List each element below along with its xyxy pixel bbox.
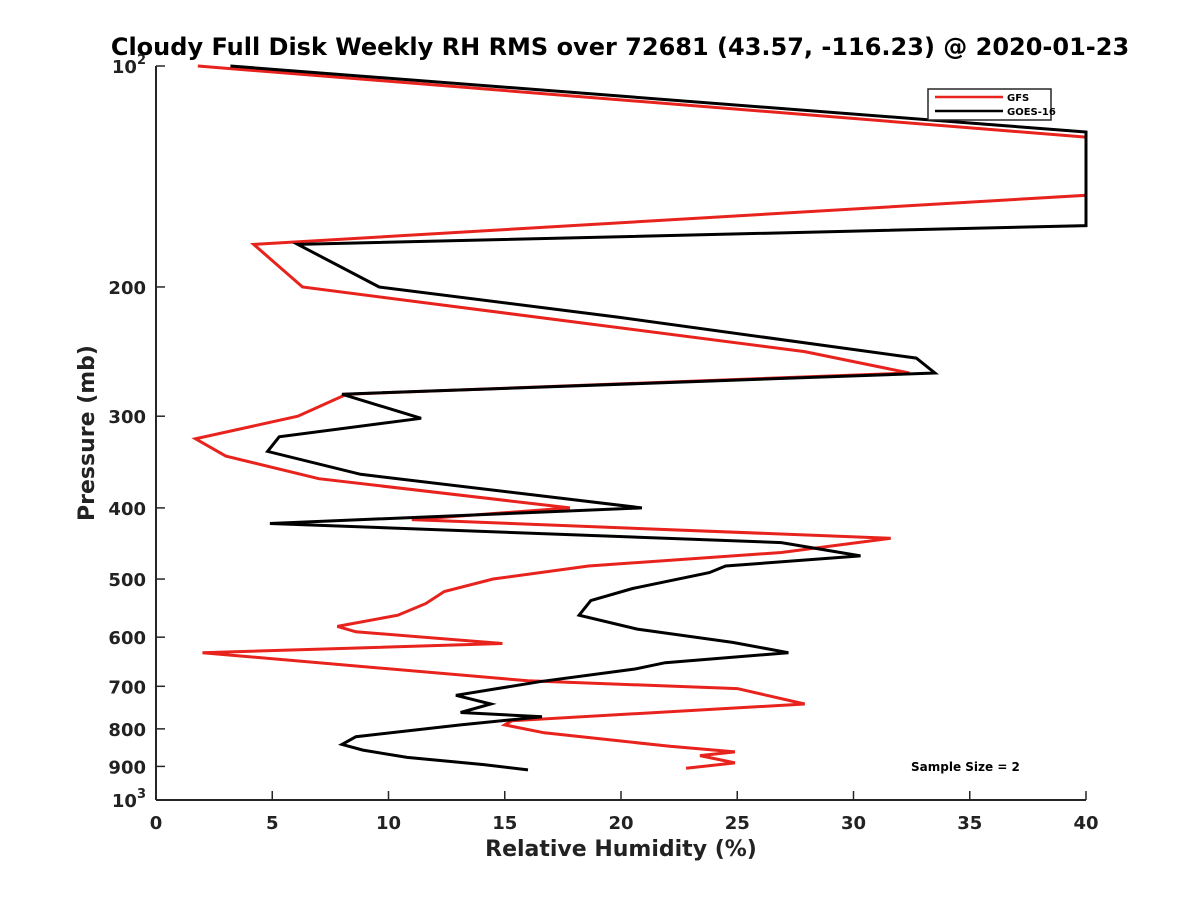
y-tick-label: 500 <box>108 570 146 591</box>
y-tick-label: 700 <box>108 677 146 698</box>
y-tick-label: 102 <box>112 53 146 78</box>
y-tick-label: 600 <box>108 628 146 649</box>
x-tick-label: 35 <box>957 813 982 834</box>
series-line-gfs <box>191 64 1088 770</box>
x-tick-label: 5 <box>266 813 279 834</box>
x-tick-label: 10 <box>376 813 401 834</box>
x-tick-label: 30 <box>841 813 866 834</box>
series-line-goes-16 <box>230 64 1088 772</box>
x-tick-label: 20 <box>608 813 633 834</box>
y-tick-label: 200 <box>108 278 146 299</box>
x-axis-ticks: 0 5 10 15 20 25 30 35 40 <box>150 791 1099 834</box>
x-tick-label: 0 <box>150 813 163 834</box>
x-tick-label: 40 <box>1073 813 1098 834</box>
chart-title: Cloudy Full Disk Weekly RH RMS over 7268… <box>111 33 1129 61</box>
plot-series-group <box>191 64 1088 772</box>
y-tick-label: 300 <box>108 407 146 428</box>
x-tick-label: 15 <box>492 813 517 834</box>
sample-size-annotation: Sample Size = 2 <box>911 760 1020 774</box>
y-tick-label: 800 <box>108 720 146 741</box>
legend-box <box>927 88 1052 121</box>
y-axis-label: Pressure (mb) <box>75 345 100 521</box>
legend: GFS GOES-16 <box>927 88 1056 121</box>
y-tick-label: 400 <box>108 499 146 520</box>
y-tick-label: 900 <box>108 757 146 778</box>
x-axis-label: Relative Humidity (%) <box>485 837 757 862</box>
legend-label-gfs: GFS <box>1007 93 1029 104</box>
legend-label-goes16: GOES-16 <box>1007 107 1056 118</box>
x-tick-label: 25 <box>725 813 750 834</box>
